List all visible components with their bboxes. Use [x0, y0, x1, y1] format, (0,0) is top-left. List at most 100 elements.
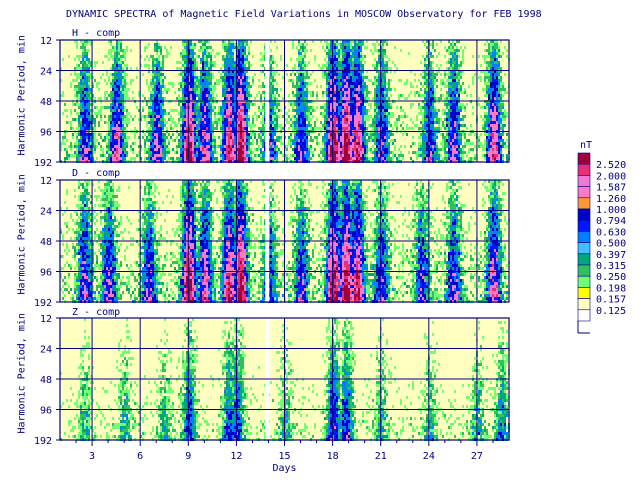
heatmap-cell — [338, 61, 340, 64]
heatmap-cell — [118, 115, 120, 118]
heatmap-cell — [252, 82, 254, 85]
heatmap-cell — [182, 70, 184, 73]
heatmap-cell — [132, 148, 134, 151]
heatmap-cell — [98, 82, 100, 85]
heatmap-cell — [226, 76, 228, 79]
heatmap-cell — [424, 154, 426, 157]
heatmap-cell — [350, 85, 352, 88]
heatmap-cell — [306, 142, 308, 145]
heatmap-cell — [76, 97, 78, 100]
heatmap-cell — [438, 118, 440, 121]
heatmap-cell — [230, 106, 232, 109]
heatmap-cell — [300, 67, 302, 70]
heatmap-cell — [396, 121, 398, 124]
heatmap-cell — [194, 94, 196, 97]
heatmap-cell — [424, 88, 426, 91]
heatmap-cell — [184, 46, 186, 49]
heatmap-cell — [166, 151, 168, 154]
heatmap-cell — [274, 61, 276, 64]
heatmap-cell — [296, 85, 298, 88]
heatmap-cell — [304, 145, 306, 148]
heatmap-cell — [88, 40, 90, 43]
heatmap-cell — [342, 139, 344, 142]
heatmap-cell — [246, 94, 248, 97]
heatmap-cell — [244, 46, 246, 49]
heatmap-cell — [260, 109, 262, 112]
heatmap-cell — [360, 115, 362, 118]
heatmap-cell — [202, 148, 204, 151]
heatmap-cell — [188, 79, 190, 82]
heatmap-cell — [224, 121, 226, 124]
heatmap-cell — [244, 67, 246, 70]
heatmap-cell — [298, 109, 300, 112]
heatmap-cell — [390, 133, 392, 136]
heatmap-cell — [200, 109, 202, 112]
heatmap-cell — [296, 121, 298, 124]
heatmap-cell — [114, 127, 116, 130]
heatmap-cell — [368, 97, 370, 100]
heatmap-cell — [330, 79, 332, 82]
heatmap-cell — [80, 40, 82, 43]
heatmap-cell — [412, 151, 414, 154]
heatmap-cell — [244, 82, 246, 85]
heatmap-cell — [80, 88, 82, 91]
heatmap-cell — [338, 70, 340, 73]
heatmap-cell — [230, 127, 232, 130]
heatmap-cell — [234, 127, 236, 130]
heatmap-cell — [154, 73, 156, 76]
heatmap-cell — [230, 55, 232, 58]
heatmap-cell — [340, 58, 342, 61]
heatmap-cell — [200, 151, 202, 154]
heatmap-cell — [238, 127, 240, 130]
heatmap-cell — [204, 148, 206, 151]
heatmap-cell — [272, 139, 274, 142]
heatmap-cell — [378, 64, 380, 67]
heatmap-cell — [262, 115, 264, 118]
heatmap-cell — [218, 145, 220, 148]
heatmap-cell — [420, 121, 422, 124]
heatmap-cell — [274, 103, 276, 106]
heatmap-cell — [386, 91, 388, 94]
heatmap-cell — [182, 88, 184, 91]
heatmap-cell — [230, 76, 232, 79]
heatmap-cell — [422, 127, 424, 130]
heatmap-cell — [360, 61, 362, 64]
heatmap-cell — [308, 151, 310, 154]
heatmap-cell — [162, 148, 164, 151]
heatmap-cell — [304, 124, 306, 127]
heatmap-cell — [390, 157, 392, 160]
heatmap-cell — [184, 67, 186, 70]
heatmap-cell — [324, 115, 326, 118]
heatmap-cell — [370, 139, 372, 142]
heatmap-cell — [164, 124, 166, 127]
heatmap-cell — [258, 136, 260, 139]
heatmap-cell — [180, 154, 182, 157]
heatmap-cell — [194, 115, 196, 118]
heatmap-cell — [306, 97, 308, 100]
heatmap-cell — [214, 82, 216, 85]
heatmap-cell — [108, 94, 110, 97]
heatmap-cell — [310, 145, 312, 148]
heatmap-cell — [200, 148, 202, 151]
heatmap-cell — [346, 64, 348, 67]
heatmap-cell — [236, 148, 238, 151]
heatmap-cell — [190, 127, 192, 130]
heatmap-cell — [156, 79, 158, 82]
heatmap-cell — [190, 142, 192, 145]
heatmap-cell — [162, 112, 164, 115]
heatmap-cell — [148, 70, 150, 73]
heatmap-cell — [350, 142, 352, 145]
heatmap-cell — [80, 91, 82, 94]
heatmap-cell — [436, 115, 438, 118]
heatmap-cell — [88, 124, 90, 127]
heatmap-cell — [362, 157, 364, 160]
heatmap-cell — [240, 124, 242, 127]
heatmap-cell — [224, 67, 226, 70]
heatmap-cell — [426, 145, 428, 148]
heatmap-cell — [112, 112, 114, 115]
heatmap-cell — [160, 139, 162, 142]
heatmap-cell — [224, 115, 226, 118]
heatmap-cell — [198, 142, 200, 145]
heatmap-cell — [392, 157, 394, 160]
heatmap-cell — [400, 109, 402, 112]
